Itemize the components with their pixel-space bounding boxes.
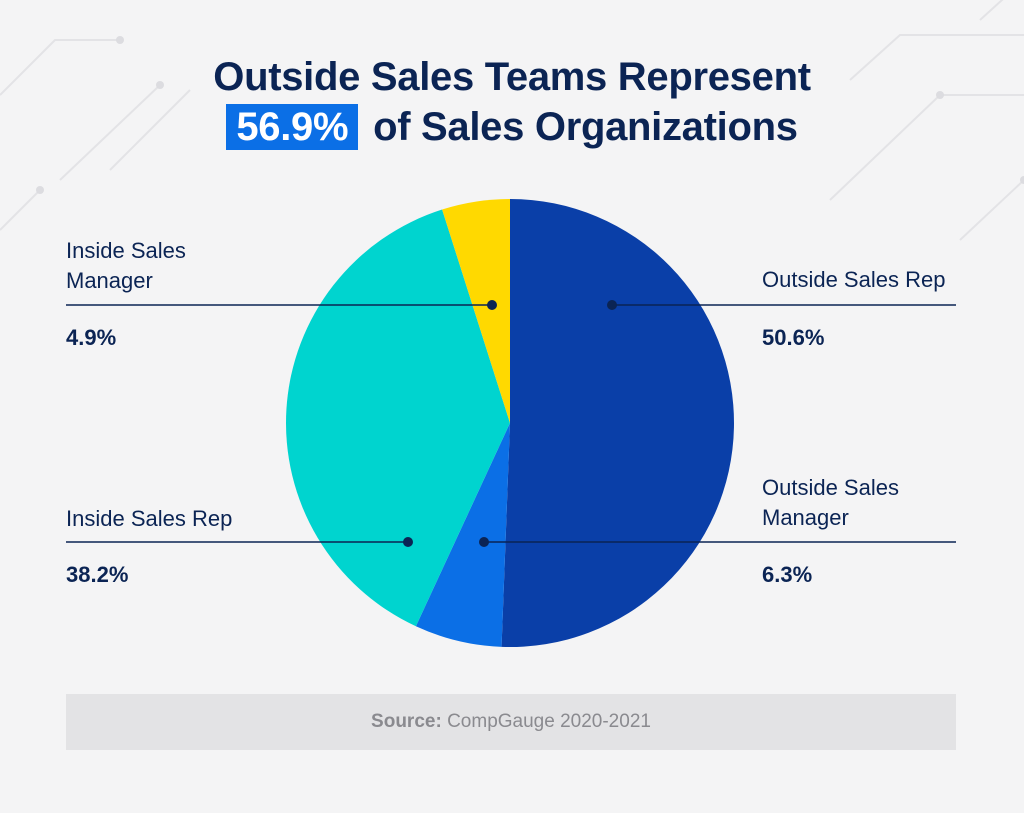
leader-outside-sales-rep-dot	[607, 300, 617, 310]
value-inside-sales-rep: 38.2%	[66, 562, 129, 587]
slice-inside-sales-manager	[442, 199, 510, 423]
value-outside-sales-manager: 6.3%	[762, 562, 813, 587]
source-bar: Source: CompGauge 2020-2021	[66, 694, 956, 750]
leader-inside-sales-manager-dot	[487, 300, 497, 310]
slice-outside-sales-rep	[501, 199, 734, 647]
title-highlight-badge: 56.9%	[226, 104, 359, 150]
slice-outside-sales-manager	[415, 423, 510, 647]
slice-inside-sales-rep	[286, 209, 510, 627]
label-inside-sales-rep: Inside Sales Rep	[66, 506, 233, 531]
label-outside-sales-manager-line2: Manager	[762, 505, 849, 530]
value-outside-sales-rep: 50.6%	[762, 325, 825, 350]
leader-inside-sales-rep-dot	[403, 537, 413, 547]
label-inside-sales-manager-line1: Inside Sales	[66, 238, 186, 263]
source-prefix: Source:	[371, 711, 442, 732]
leader-outside-sales-manager-dot	[479, 537, 489, 547]
label-inside-sales-manager: Inside Sales Manager	[66, 236, 186, 296]
label-outside-sales-manager-line1: Outside Sales	[762, 475, 899, 500]
value-inside-sales-manager: 4.9%	[66, 325, 117, 350]
label-outside-sales-rep: Outside Sales Rep	[762, 267, 946, 292]
label-outside-sales-manager: Outside Sales Manager	[762, 473, 899, 533]
title-line-2: 56.9% of Sales Organizations	[0, 102, 1024, 152]
label-inside-sales-manager-line2: Manager	[66, 268, 153, 293]
source-text: CompGauge 2020-2021	[447, 711, 651, 732]
title-line-2-text: of Sales Organizations	[373, 105, 798, 149]
chart-title: Outside Sales Teams Represent 56.9% of S…	[0, 52, 1024, 152]
title-line-1: Outside Sales Teams Represent	[213, 55, 811, 99]
